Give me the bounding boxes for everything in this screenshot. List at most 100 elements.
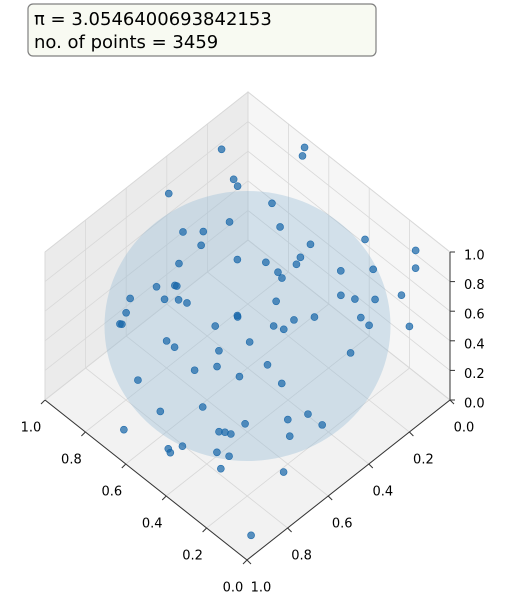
point [247, 531, 255, 540]
point [279, 468, 288, 476]
point [152, 282, 161, 291]
point [272, 297, 280, 306]
point [134, 376, 142, 384]
point [318, 421, 326, 429]
point [337, 291, 345, 300]
tick-mark [327, 495, 333, 501]
point [162, 337, 171, 345]
annotation: no. of points = 3459 [34, 32, 218, 53]
grid-line [247, 91, 451, 253]
point [183, 299, 191, 307]
point [190, 366, 199, 375]
grid-line [44, 180, 249, 342]
point [126, 294, 134, 303]
point [213, 362, 221, 371]
annotation-box [27, 3, 377, 57]
point [197, 241, 205, 250]
z-tick-label: 0.4 [464, 337, 485, 352]
point [233, 255, 242, 264]
point [235, 372, 244, 381]
point [215, 346, 223, 355]
sphere [104, 191, 391, 461]
point [229, 175, 238, 184]
point [365, 321, 373, 330]
grid-line [44, 150, 249, 312]
point [304, 410, 312, 418]
point [397, 291, 406, 300]
point [310, 313, 319, 321]
point [211, 322, 220, 330]
point [268, 199, 276, 208]
point [276, 223, 284, 231]
point [336, 267, 345, 275]
point [118, 320, 126, 329]
axis-line [44, 399, 248, 561]
z-tick-label: 1.0 [464, 249, 485, 264]
point [164, 189, 173, 198]
tick-mark [246, 559, 252, 565]
point [178, 442, 187, 451]
grid-line [165, 335, 370, 497]
point [198, 403, 207, 411]
x-tick-label: 0.4 [142, 517, 163, 532]
point [199, 227, 208, 236]
point [296, 253, 305, 262]
point [213, 448, 221, 457]
z-tick-label: 0.2 [464, 367, 485, 382]
point [292, 260, 301, 269]
grid-line [85, 271, 289, 433]
grid-line [44, 239, 249, 401]
tick-mark [40, 399, 46, 405]
tick-mark [409, 431, 414, 437]
point [221, 428, 229, 437]
point [233, 311, 242, 320]
tick-mark [287, 527, 292, 533]
point [361, 235, 369, 244]
grid-line [247, 180, 451, 342]
x-tick-label: 0.6 [101, 485, 122, 500]
point [300, 143, 309, 152]
point [174, 295, 183, 304]
grid-line [44, 121, 249, 282]
point [269, 322, 278, 330]
x-tick-label: 0.0 [223, 581, 244, 596]
grid-line [44, 91, 249, 253]
point [346, 349, 355, 357]
point [290, 316, 298, 324]
point [263, 360, 272, 369]
grid-line [207, 271, 410, 433]
x-tick-label: 1.0 [21, 421, 42, 436]
grid-line [247, 150, 451, 312]
y-tick-label: 0.2 [413, 453, 434, 468]
grid-line [125, 335, 329, 497]
tick-mark [449, 399, 455, 405]
grid-line [166, 303, 370, 465]
grid-line [85, 367, 288, 529]
point [285, 432, 294, 441]
tick-mark [121, 463, 127, 469]
point [369, 265, 377, 274]
grid-line [125, 303, 330, 465]
grid-line [44, 210, 249, 371]
tick-mark [368, 463, 374, 469]
grid-line [247, 239, 451, 401]
y-tick-label: 0.4 [372, 485, 393, 500]
z-tick-label: 0.8 [464, 278, 485, 293]
x-tick-label: 0.8 [61, 453, 82, 468]
point [122, 308, 130, 317]
point [357, 313, 365, 322]
point [160, 295, 169, 304]
point [179, 228, 187, 236]
y-tick-label: 0.0 [454, 421, 475, 436]
tick-mark [81, 431, 86, 437]
point [120, 425, 128, 434]
point [173, 282, 181, 290]
point [278, 274, 286, 282]
annotation: π = 3.0546400693842153 [34, 9, 272, 30]
point [283, 415, 292, 424]
point [225, 452, 233, 461]
point [225, 218, 234, 226]
tick-mark [242, 559, 248, 565]
point [233, 182, 242, 190]
